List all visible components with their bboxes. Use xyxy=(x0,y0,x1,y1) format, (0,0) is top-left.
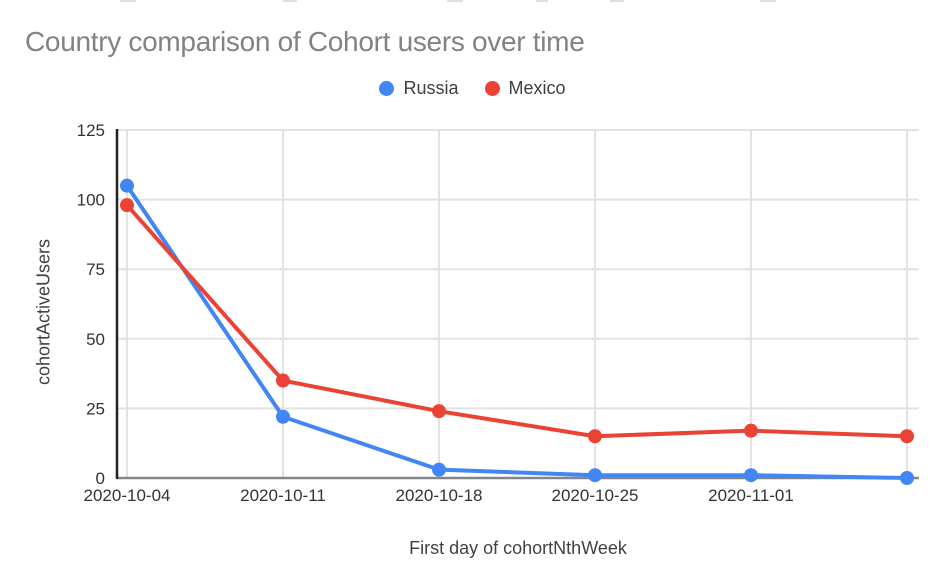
legend-item-russia[interactable]: Russia xyxy=(379,78,459,99)
cropped-text-artifact xyxy=(283,0,297,2)
data-point-mexico xyxy=(120,198,134,213)
y-tick-label: 100 xyxy=(77,191,105,210)
y-tick-label: 50 xyxy=(86,330,105,349)
data-point-russia xyxy=(276,409,290,424)
y-tick-label: 25 xyxy=(86,399,105,418)
cropped-text-artifact xyxy=(610,0,624,2)
legend-item-mexico[interactable]: Mexico xyxy=(484,78,566,99)
legend-dot-mexico-icon xyxy=(484,81,500,96)
data-point-mexico xyxy=(588,429,602,444)
cropped-text-artifact xyxy=(536,0,548,2)
legend-label-mexico: Mexico xyxy=(508,78,566,98)
chart-legend: Russia Mexico xyxy=(0,78,945,99)
data-point-russia xyxy=(900,471,914,485)
x-tick-label: 2020-10-25 xyxy=(552,486,639,505)
cropped-text-artifact xyxy=(120,0,136,2)
data-point-mexico xyxy=(900,429,914,444)
x-tick-label: 2020-10-11 xyxy=(240,486,326,505)
y-tick-label: 0 xyxy=(96,469,105,488)
data-point-mexico xyxy=(744,423,758,438)
data-point-russia xyxy=(744,468,758,483)
series-line-russia xyxy=(125,183,909,480)
x-tick-label: 2020-10-04 xyxy=(84,486,171,505)
data-point-russia xyxy=(432,462,446,477)
cropped-text-artifact xyxy=(447,0,463,2)
chart-title: Country comparison of Cohort users over … xyxy=(25,26,585,57)
data-point-mexico xyxy=(276,373,290,388)
y-tick-label: 75 xyxy=(86,260,105,279)
x-tick-label: 2020-10-18 xyxy=(396,486,483,505)
data-point-russia xyxy=(588,468,602,483)
legend-label-russia: Russia xyxy=(403,78,459,98)
data-point-russia xyxy=(120,178,134,193)
data-point-mexico xyxy=(432,404,446,419)
x-tick-label: 2020-11-01 xyxy=(708,486,794,505)
y-axis-title: cohortActiveUsers xyxy=(33,238,54,386)
y-tick-label: 125 xyxy=(77,121,105,140)
x-axis-title: First day of cohortNthWeek xyxy=(409,538,627,558)
cropped-text-artifact xyxy=(760,0,776,2)
series-line-mexico xyxy=(125,203,909,439)
legend-dot-russia-icon xyxy=(379,81,395,96)
